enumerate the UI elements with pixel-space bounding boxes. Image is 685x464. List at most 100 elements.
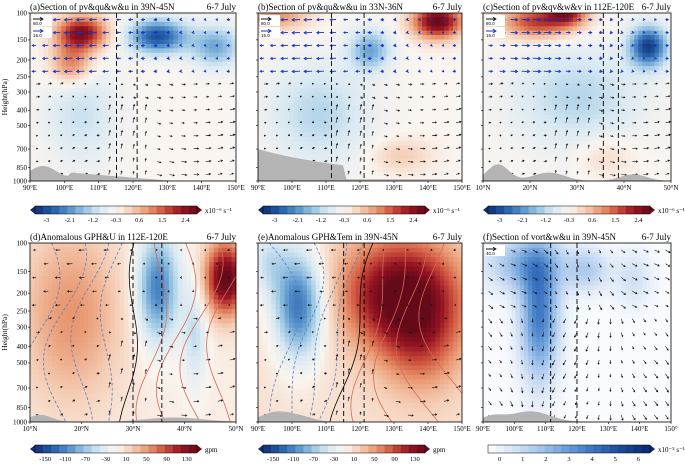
field-cell <box>404 154 410 160</box>
field-cell <box>413 123 419 129</box>
field-cell <box>320 35 326 41</box>
field-cell <box>297 79 303 85</box>
field-cell <box>457 127 462 133</box>
field-cell <box>293 30 299 36</box>
field-cell <box>146 101 152 107</box>
field-cell <box>133 141 139 147</box>
field-cell <box>404 114 410 120</box>
field-cell <box>364 136 370 142</box>
wind-vector <box>275 108 279 111</box>
field-cell <box>52 123 58 129</box>
field-cell <box>552 26 558 32</box>
field-cell <box>399 48 405 54</box>
field-cell <box>540 39 545 45</box>
field-cell <box>186 172 192 178</box>
field-cell <box>503 17 509 23</box>
field-cell <box>306 127 312 133</box>
field-cell <box>457 35 462 41</box>
wind-vector <box>128 56 134 60</box>
field-cell <box>315 39 321 45</box>
field-cell <box>368 114 374 120</box>
field-cell <box>164 105 170 111</box>
field-cell <box>79 158 85 164</box>
field-cell <box>337 13 343 19</box>
field-cell <box>137 17 143 23</box>
field-cell <box>435 74 441 80</box>
field-cell <box>65 123 71 129</box>
wind-vector <box>355 31 361 35</box>
field-cell <box>368 123 374 129</box>
wind-vector <box>367 30 373 35</box>
field-cell <box>646 39 652 45</box>
field-cell <box>399 13 405 19</box>
field-cell <box>491 79 496 85</box>
field-cell <box>173 110 179 116</box>
wind-vector <box>355 69 361 73</box>
field-cell <box>404 145 410 151</box>
field-cell <box>360 88 366 94</box>
field-cell <box>386 127 392 133</box>
field-cell <box>577 83 582 89</box>
field-cell <box>38 158 45 164</box>
field-cell <box>448 154 454 160</box>
field-cell <box>552 66 558 72</box>
wind-vector <box>431 159 438 163</box>
field-cell <box>324 43 330 49</box>
field-cell <box>119 101 125 107</box>
wind-vector <box>63 17 73 22</box>
field-cell <box>342 114 348 120</box>
wind-vector <box>140 69 146 74</box>
wind-vector <box>33 28 44 34</box>
field-cell <box>377 21 383 27</box>
field-cell <box>43 141 49 147</box>
field-cell <box>503 26 509 32</box>
field-cell <box>30 97 36 103</box>
field-cell <box>101 127 107 133</box>
field-cell <box>601 79 607 85</box>
field-cell <box>65 119 71 125</box>
field-cell <box>355 39 361 45</box>
field-cell <box>97 141 103 147</box>
wind-vector <box>31 44 37 47</box>
field-cell <box>141 48 148 54</box>
field-cell <box>577 52 582 58</box>
field-cell <box>297 127 303 133</box>
field-cell <box>65 167 71 173</box>
field-cell <box>52 83 58 89</box>
field-cell <box>515 92 521 98</box>
field-cell <box>200 17 206 23</box>
field-cell <box>630 21 635 27</box>
field-cell <box>448 136 454 142</box>
field-cell <box>258 83 264 89</box>
field-cell <box>297 83 303 89</box>
field-cell <box>346 13 352 19</box>
field-cell <box>222 136 228 142</box>
field-cell <box>457 141 462 147</box>
field-cell <box>448 39 454 45</box>
field-cell <box>373 26 379 32</box>
field-cell <box>638 48 643 54</box>
field-cell <box>88 26 94 32</box>
field-cell <box>377 105 383 111</box>
field-cell <box>453 127 459 133</box>
field-cell <box>601 83 607 89</box>
field-cell <box>141 110 148 116</box>
field-cell <box>536 39 541 45</box>
field-cell <box>34 110 40 116</box>
field-cell <box>137 39 143 45</box>
field-cell <box>377 83 383 89</box>
field-cell <box>38 66 45 72</box>
field-cell <box>173 154 179 160</box>
field-cell <box>346 43 352 49</box>
field-cell <box>417 61 423 67</box>
field-cell <box>266 119 272 125</box>
field-cell <box>413 132 419 138</box>
field-cell <box>422 136 428 142</box>
field-cell <box>377 52 383 58</box>
field-cell <box>30 136 36 142</box>
field-cell <box>532 92 537 98</box>
field-cell <box>173 158 179 164</box>
field-cell <box>155 61 161 67</box>
field-cell <box>399 43 405 49</box>
field-cell <box>435 127 441 133</box>
